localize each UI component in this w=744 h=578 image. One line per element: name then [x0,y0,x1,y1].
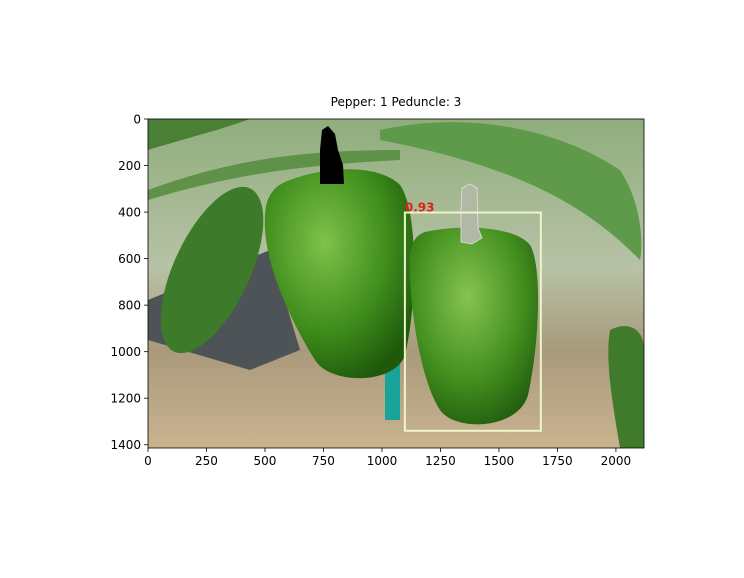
score-label: 0.93 [405,201,435,215]
y-tick-label: 200 [118,159,141,173]
x-tick-label: 0 [144,454,152,468]
x-tick-label: 250 [195,454,218,468]
axes-frame [147,118,645,449]
x-tick-label: 1250 [425,454,456,468]
x-tick-label: 750 [312,454,335,468]
photo [148,119,644,448]
y-tick-label: 1000 [110,345,141,359]
y-tick-label: 800 [118,299,141,313]
x-tick-label: 500 [254,454,277,468]
y-tick-label: 600 [118,252,141,266]
y-tick-label: 1400 [110,438,141,452]
y-tick-label: 0 [133,113,141,127]
detection-box [403,211,542,432]
y-tick-label: 400 [118,206,141,220]
y-tick-label: 1200 [110,392,141,406]
chart-title: Pepper: 1 Peduncle: 3 [331,95,462,109]
x-tick-label: 1000 [367,454,398,468]
x-tick-label: 1750 [542,454,573,468]
x-tick-label: 1500 [484,454,515,468]
x-tick-label: 2000 [601,454,632,468]
